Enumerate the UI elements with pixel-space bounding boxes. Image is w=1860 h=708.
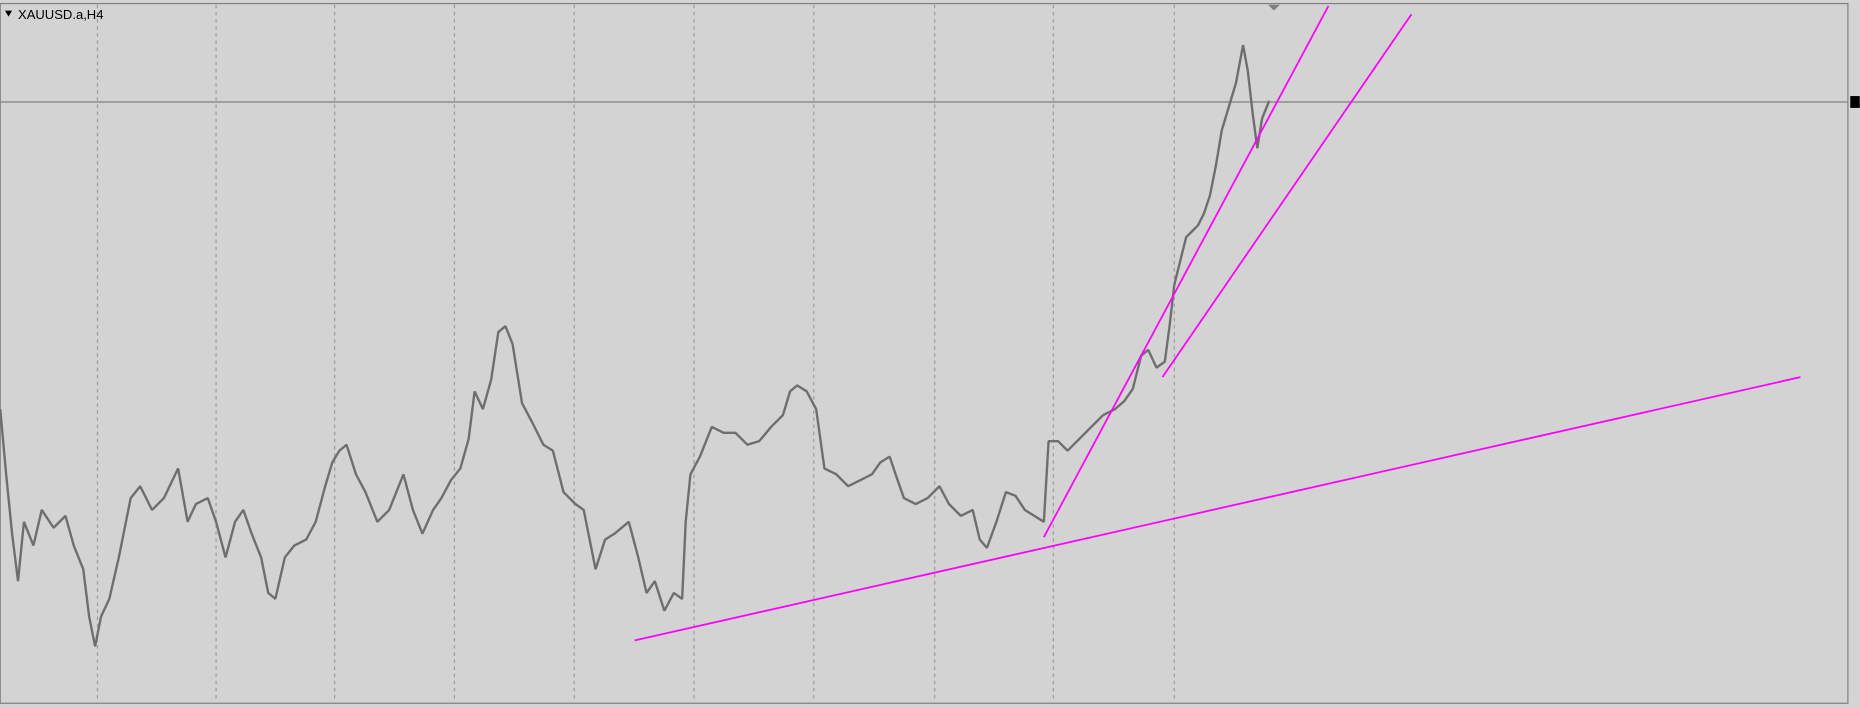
chart-title: XAUUSD.a,H4 — [18, 7, 103, 22]
shift-marker — [1267, 4, 1280, 11]
trendlines — [634, 5, 1801, 642]
collapse-arrow[interactable] — [4, 10, 13, 17]
trendline — [634, 376, 1801, 642]
price-series — [0, 44, 1271, 647]
price-marker — [1850, 96, 1860, 108]
trendline — [1043, 5, 1330, 538]
trendline — [1161, 13, 1413, 378]
vertical-grid — [96, 4, 1175, 703]
